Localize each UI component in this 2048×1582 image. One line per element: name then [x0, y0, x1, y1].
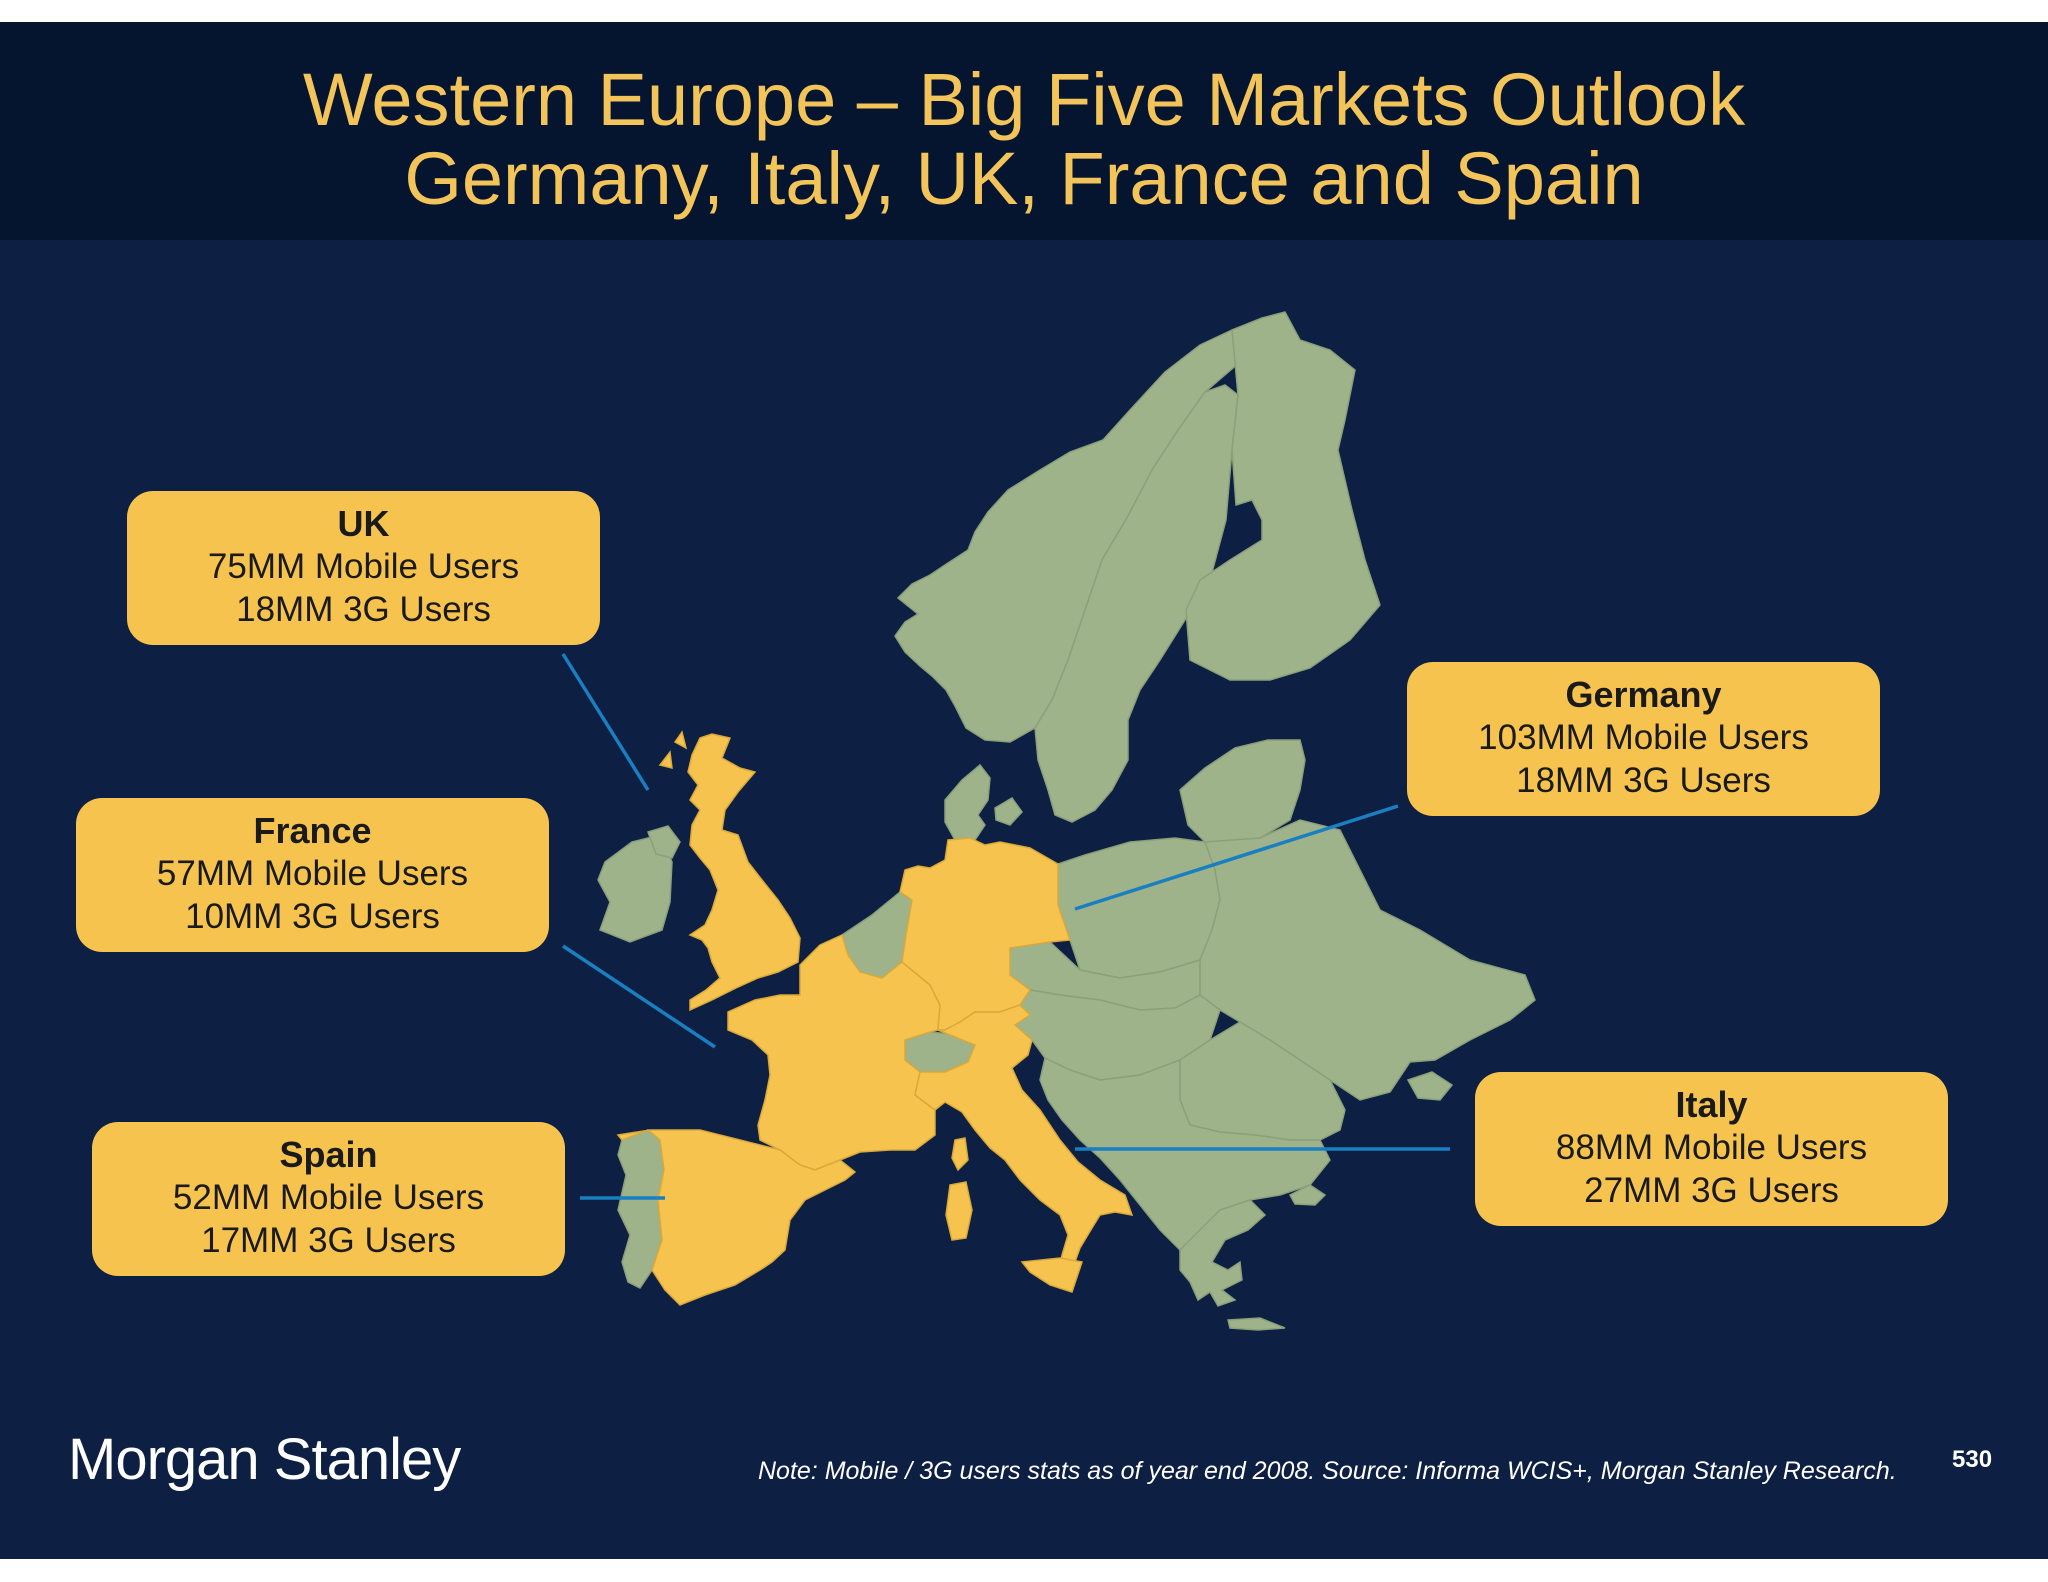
title-line-1: Western Europe – Big Five Markets Outloo… — [302, 58, 1746, 141]
callout-spain-mobile: 52MM Mobile Users — [172, 1178, 485, 1217]
country-sicily — [1020, 1257, 1083, 1293]
country-denmark — [944, 763, 1023, 841]
callout-spain-3g: 17MM 3G Users — [201, 1221, 456, 1260]
callout-germany-name: Germany — [1565, 674, 1722, 715]
title-line-2: Germany, Italy, UK, France and Spain — [404, 137, 1644, 220]
callout-france-name: France — [253, 810, 372, 851]
callout-uk: UK 75MM Mobile Users 18MM 3G Users — [127, 491, 600, 645]
country-turkey — [1288, 1184, 1327, 1206]
source-note: Note: Mobile / 3G users stats as of year… — [758, 1457, 1897, 1485]
callout-italy-name: Italy — [1675, 1084, 1748, 1125]
callout-spain: Spain 52MM Mobile Users 17MM 3G Users — [92, 1122, 565, 1276]
callout-france: France 57MM Mobile Users 10MM 3G Users — [76, 798, 549, 952]
callout-uk-mobile: 75MM Mobile Users — [207, 547, 520, 586]
country-uk — [687, 733, 801, 1012]
title-band: Western Europe – Big Five Markets Outloo… — [0, 22, 2048, 240]
leader-line-france — [562, 944, 716, 1049]
country-crimea — [1406, 1071, 1454, 1101]
callout-italy-mobile: 88MM Mobile Users — [1555, 1128, 1868, 1167]
callout-germany: Germany 103MM Mobile Users 18MM 3G Users — [1407, 662, 1880, 816]
callout-germany-mobile: 103MM Mobile Users — [1478, 718, 1809, 757]
country-finland — [1185, 311, 1381, 681]
country-balkans — [1039, 1056, 1331, 1252]
callout-france-3g: 10MM 3G Users — [185, 897, 440, 936]
country-corsica — [951, 1137, 969, 1172]
country-greece — [1179, 1199, 1267, 1307]
morgan-stanley-logo: Morgan Stanley — [68, 1427, 461, 1492]
callout-uk-3g: 18MM 3G Users — [236, 590, 491, 629]
country-crete — [1227, 1317, 1286, 1331]
callout-spain-name: Spain — [279, 1134, 378, 1175]
country-norway — [894, 329, 1264, 743]
callout-france-mobile: 57MM Mobile Users — [156, 854, 469, 893]
page-number: 530 — [1952, 1446, 1993, 1473]
country-italy — [914, 1004, 1134, 1277]
callout-italy-3g: 27MM 3G Users — [1584, 1171, 1839, 1210]
leader-line-germany — [1074, 804, 1399, 911]
leader-line-uk — [561, 653, 650, 791]
country-northern-ireland — [647, 825, 681, 859]
callout-germany-3g: 18MM 3G Users — [1516, 761, 1771, 800]
country-spain — [616, 1129, 857, 1306]
callout-italy: Italy 88MM Mobile Users 27MM 3G Users — [1475, 1072, 1948, 1226]
callout-uk-name: UK — [337, 503, 390, 544]
country-uk-isles — [658, 730, 688, 769]
country-sardinia — [945, 1181, 973, 1241]
